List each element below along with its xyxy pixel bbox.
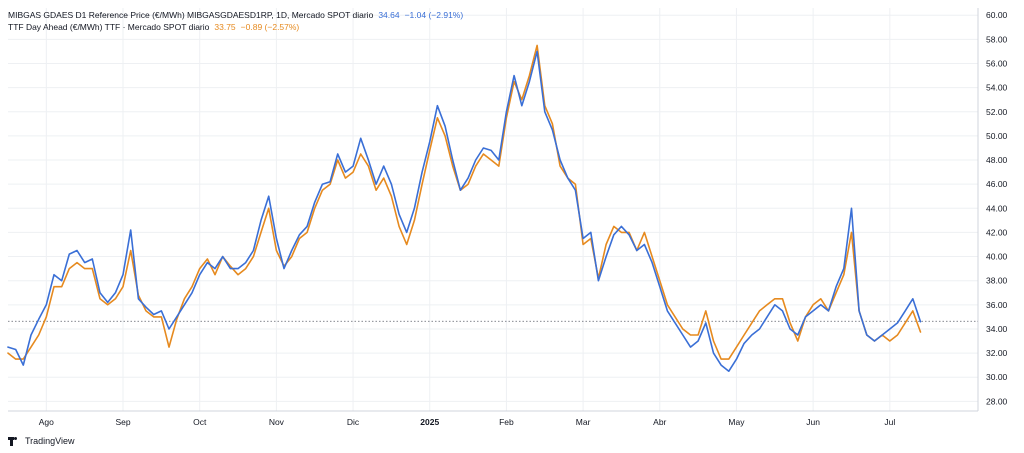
legend-ttf-value: 33.75	[214, 22, 236, 32]
y-tick-label: 50.00	[986, 131, 1008, 141]
tradingview-footer[interactable]: TradingView	[8, 436, 75, 446]
x-tick-label: Nov	[269, 417, 285, 427]
y-tick-label: 54.00	[986, 83, 1008, 93]
y-tick-label: 34.00	[986, 324, 1008, 334]
series-line-mibgas	[7, 50, 922, 372]
x-tick-label: Jun	[806, 417, 820, 427]
y-tick-label: 48.00	[986, 155, 1008, 165]
y-tick-label: 60.00	[986, 10, 1008, 20]
tradingview-logo-icon	[8, 436, 21, 446]
x-tick-label: 2025	[420, 417, 439, 427]
x-tick-label: Abr	[653, 417, 666, 427]
y-tick-label: 44.00	[986, 203, 1008, 213]
legend-mibgas[interactable]: MIBGAS GDAES D1 Reference Price (€/MWh) …	[8, 9, 463, 21]
y-tick-label: 30.00	[986, 372, 1008, 382]
series-line-ttf	[7, 44, 922, 360]
x-tick-label: Mar	[576, 417, 591, 427]
x-tick-label: Feb	[499, 417, 514, 427]
y-tick-label: 58.00	[986, 34, 1008, 44]
legend-mibgas-label: MIBGAS GDAES D1 Reference Price (€/MWh) …	[8, 10, 374, 20]
y-tick-label: 56.00	[986, 59, 1008, 69]
y-tick-label: 36.00	[986, 300, 1008, 310]
tradingview-brand: TradingView	[25, 436, 75, 446]
x-tick-label: Jul	[884, 417, 895, 427]
legend-mibgas-value: 34.64	[378, 10, 400, 20]
y-tick-label: 32.00	[986, 348, 1008, 358]
y-tick-label: 38.00	[986, 276, 1008, 286]
legend-mibgas-change: −1.04 (−2.91%)	[404, 10, 464, 20]
x-tick-label: May	[728, 417, 745, 427]
y-tick-label: 42.00	[986, 227, 1008, 237]
y-tick-label: 40.00	[986, 252, 1008, 262]
y-tick-label: 28.00	[986, 396, 1008, 406]
x-tick-label: Dic	[347, 417, 360, 427]
legend-ttf-change: −0.89 (−2.57%)	[240, 22, 300, 32]
legend-ttf-label: TTF Day Ahead (€/MWh) TTF · Mercado SPOT…	[8, 22, 210, 32]
y-tick-label: 52.00	[986, 107, 1008, 117]
legend-ttf[interactable]: TTF Day Ahead (€/MWh) TTF · Mercado SPOT…	[8, 21, 463, 33]
y-tick-label: 46.00	[986, 179, 1008, 189]
legend: MIBGAS GDAES D1 Reference Price (€/MWh) …	[8, 9, 463, 33]
x-tick-label: Sep	[115, 417, 130, 427]
x-tick-label: Ago	[39, 417, 54, 427]
x-tick-label: Oct	[193, 417, 207, 427]
